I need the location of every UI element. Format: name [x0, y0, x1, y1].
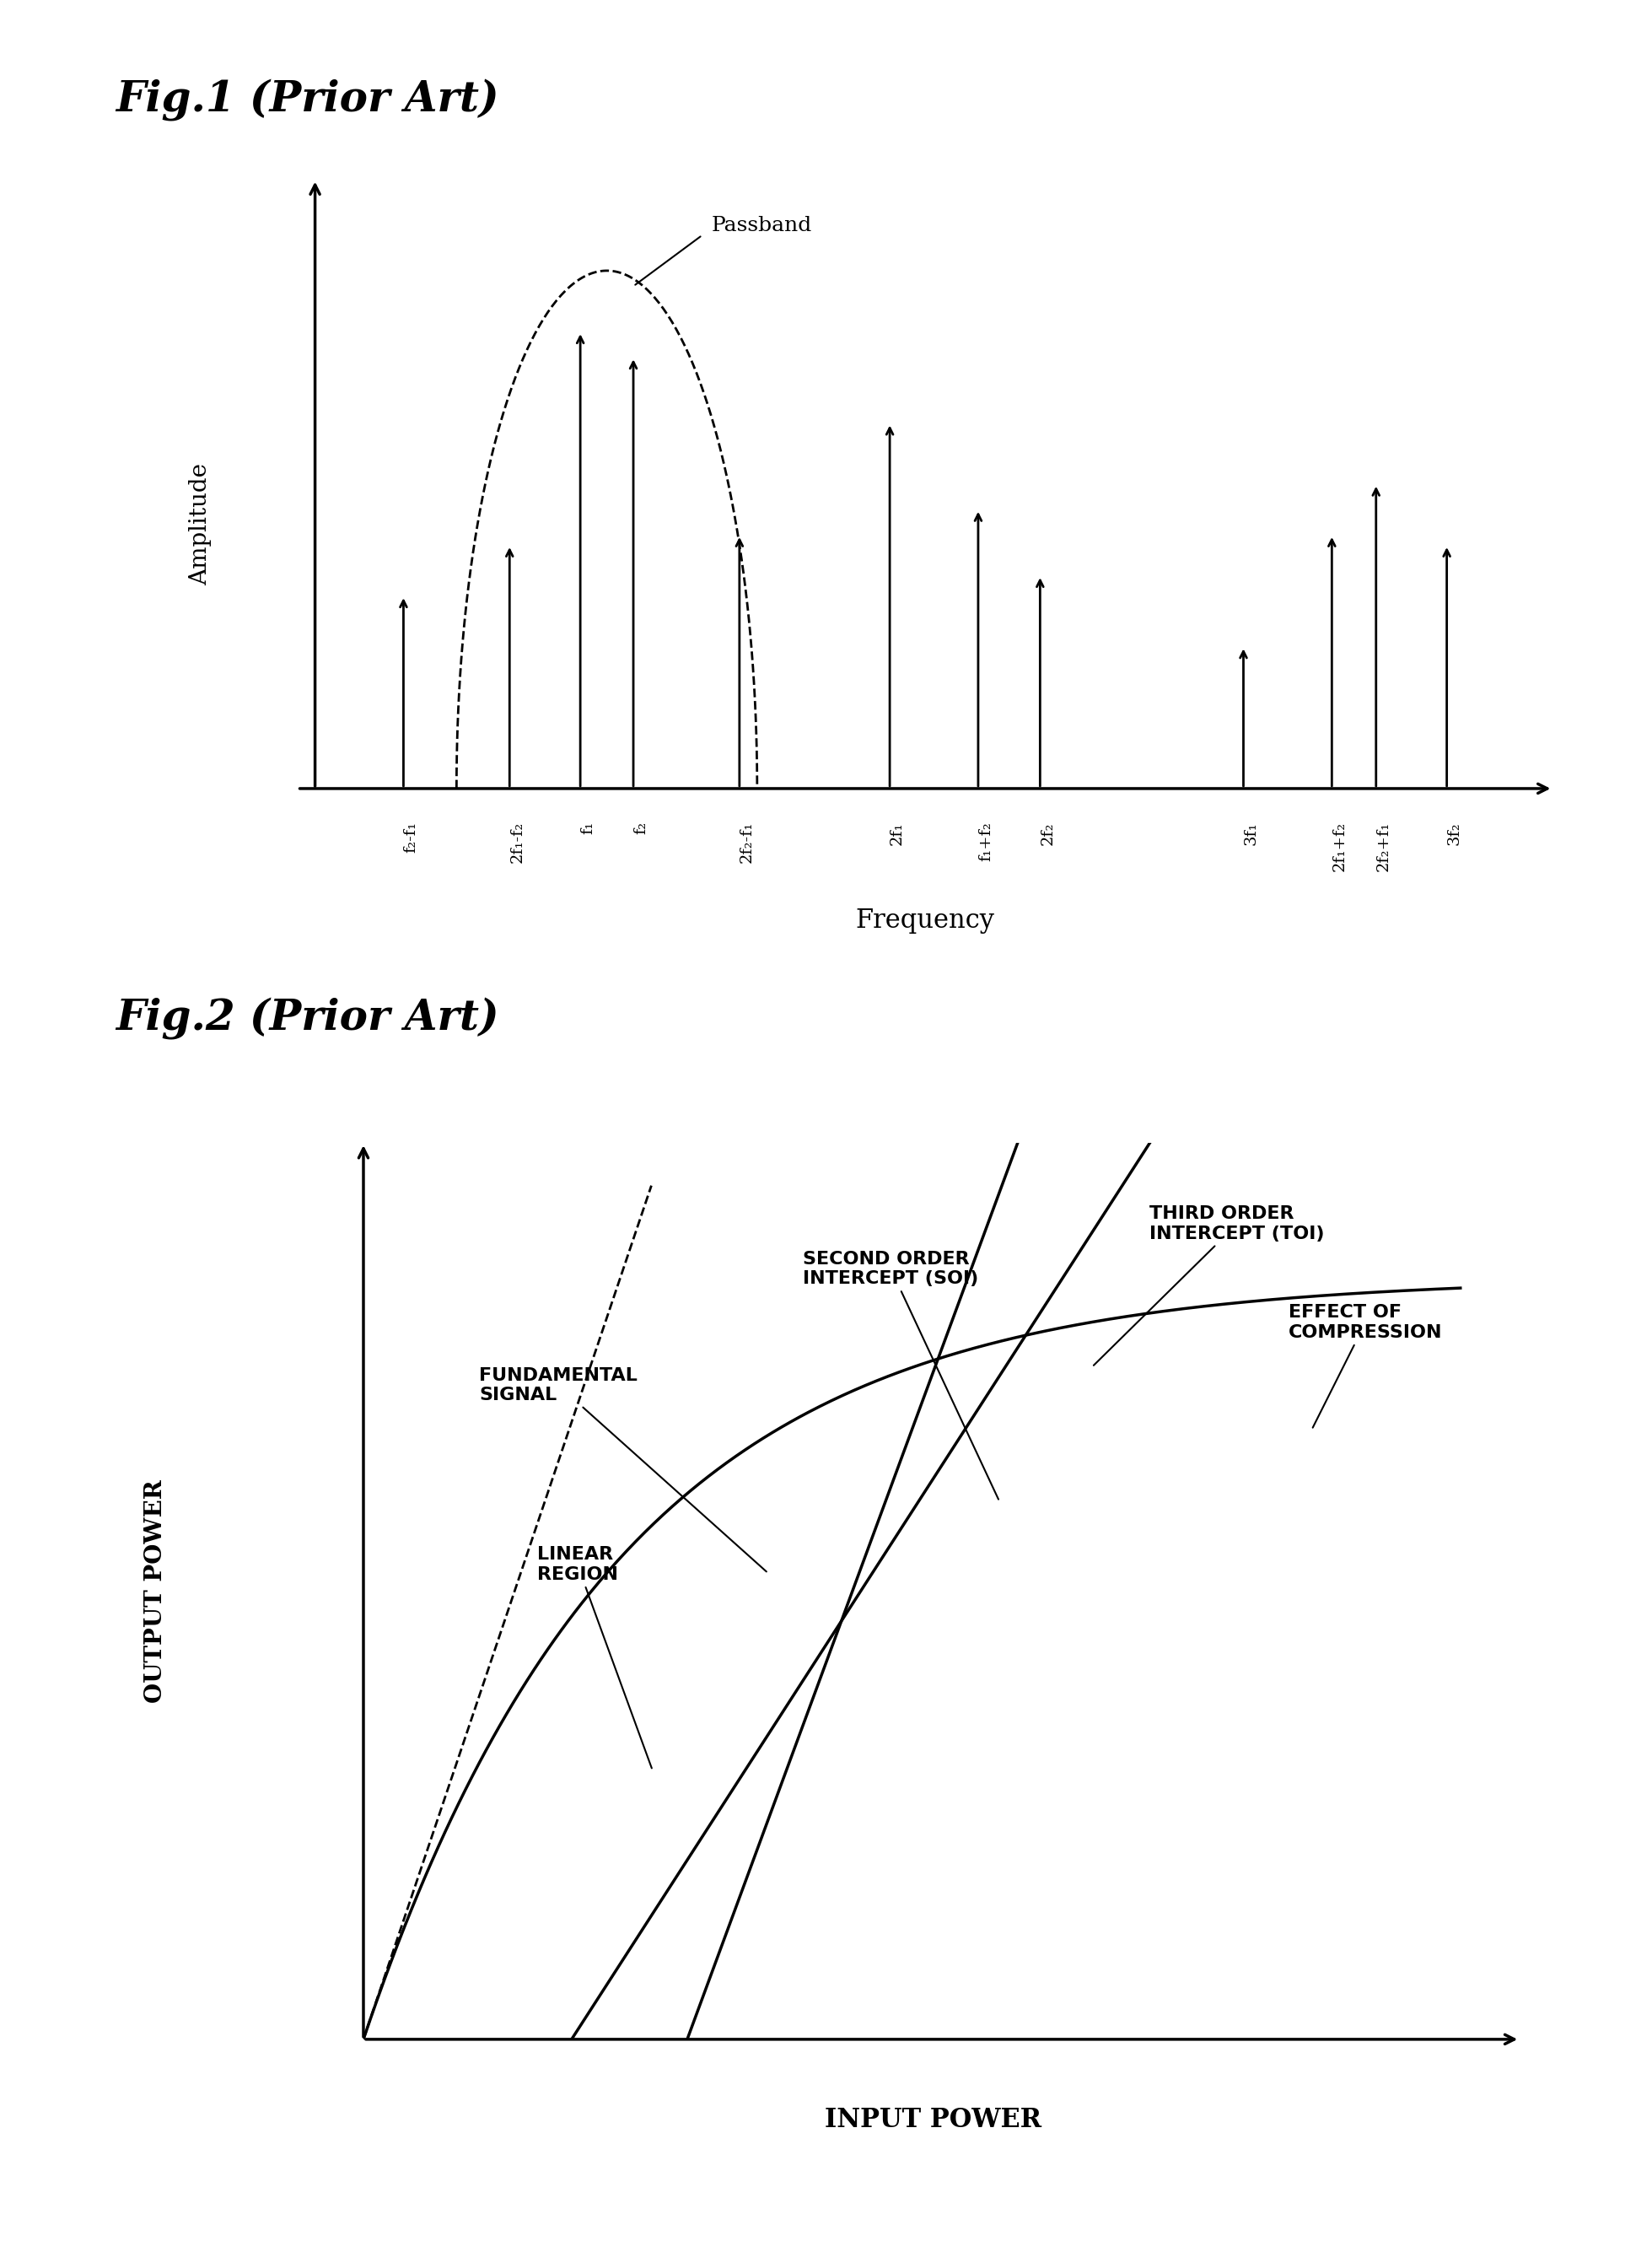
Text: Fig.2 (Prior Art): Fig.2 (Prior Art) — [116, 997, 499, 1040]
Text: Amplitude: Amplitude — [188, 464, 211, 585]
Text: EFFECT OF
COMPRESSION: EFFECT OF COMPRESSION — [1289, 1304, 1442, 1428]
Text: 2f₁-f₂: 2f₁-f₂ — [509, 822, 525, 863]
Text: Frequency: Frequency — [856, 908, 995, 934]
Text: f₂-f₁: f₂-f₁ — [403, 822, 418, 852]
Text: 2f₂-f₁: 2f₂-f₁ — [740, 822, 755, 863]
Text: Passband: Passband — [710, 215, 811, 235]
Text: f₂: f₂ — [633, 822, 649, 834]
Text: f₁+f₂: f₁+f₂ — [978, 822, 993, 861]
Text: FUNDAMENTAL
SIGNAL: FUNDAMENTAL SIGNAL — [479, 1367, 767, 1571]
Text: LINEAR
REGION: LINEAR REGION — [537, 1546, 653, 1768]
Text: 3f₂: 3f₂ — [1447, 822, 1462, 845]
Text: SECOND ORDER
INTERCEPT (SOI): SECOND ORDER INTERCEPT (SOI) — [803, 1250, 998, 1499]
Text: Fig.1 (Prior Art): Fig.1 (Prior Art) — [116, 78, 499, 121]
Text: INPUT POWER: INPUT POWER — [824, 2107, 1042, 2133]
Text: 2f₂: 2f₂ — [1041, 822, 1056, 845]
Text: THIRD ORDER
INTERCEPT (TOI): THIRD ORDER INTERCEPT (TOI) — [1094, 1206, 1325, 1365]
Text: 3f₁: 3f₁ — [1244, 822, 1259, 845]
Text: OUTPUT POWER: OUTPUT POWER — [144, 1479, 167, 1703]
Text: 2f₁+f₂: 2f₁+f₂ — [1332, 822, 1346, 872]
Text: 2f₂+f₁: 2f₂+f₁ — [1376, 822, 1391, 872]
Text: 2f₁: 2f₁ — [890, 822, 905, 845]
Text: f₁: f₁ — [580, 822, 595, 834]
